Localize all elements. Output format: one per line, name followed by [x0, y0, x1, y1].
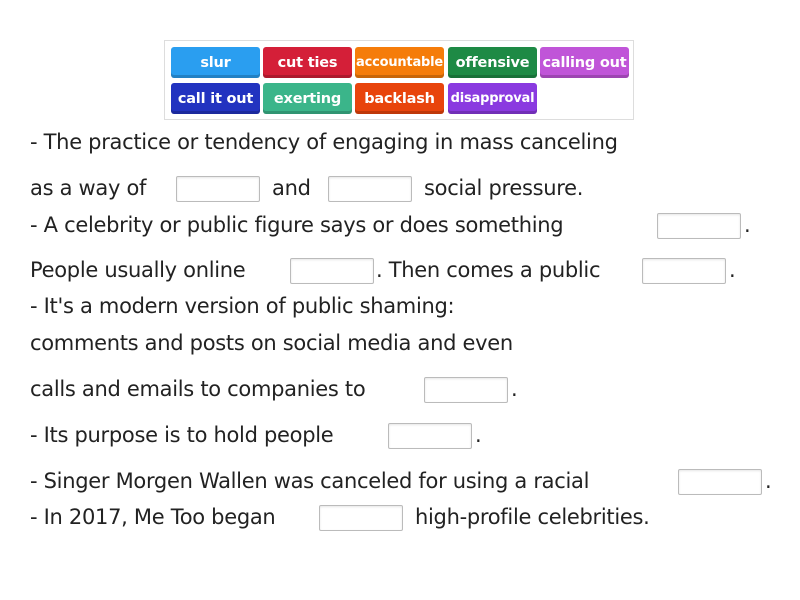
sentence-text: high-profile celebrities. — [415, 505, 650, 529]
blank-drop-zone[interactable] — [678, 469, 762, 495]
sentence-text: comments and posts on social media and e… — [30, 331, 513, 355]
sentence-text: . — [511, 377, 518, 401]
blank-drop-zone[interactable] — [290, 258, 374, 284]
blank-drop-zone[interactable] — [319, 505, 403, 531]
sentence-text: calls and emails to companies to — [30, 377, 366, 401]
sentence-text: - It's a modern version of public shamin… — [30, 294, 455, 318]
sentence-text: . Then comes a public — [376, 258, 601, 282]
sentence-text: - Its purpose is to hold people — [30, 423, 334, 447]
word-tile-exerting[interactable]: exerting — [263, 83, 352, 114]
blank-drop-zone[interactable] — [388, 423, 472, 449]
sentence-text: - Singer Morgen Wallen was canceled for … — [30, 469, 590, 493]
sentence-text: as a way of — [30, 176, 147, 200]
sentence-text: - The practice or tendency of engaging i… — [30, 130, 618, 154]
word-tile-backlash[interactable]: backlash — [355, 83, 444, 114]
word-tile-accountable[interactable]: accountable — [355, 47, 444, 78]
word-bank: slur cut ties accountable offensive call… — [164, 40, 634, 120]
sentence-text: - A celebrity or public figure says or d… — [30, 213, 564, 237]
sentence-text: - In 2017, Me Too began — [30, 505, 276, 529]
word-tile-call-it-out[interactable]: call it out — [171, 83, 260, 114]
blank-drop-zone[interactable] — [176, 176, 260, 202]
sentence-text: . — [729, 258, 736, 282]
word-tile-cut-ties[interactable]: cut ties — [263, 47, 352, 78]
sentence-text: People usually online — [30, 258, 246, 282]
blank-drop-zone[interactable] — [328, 176, 412, 202]
word-tile-calling-out[interactable]: calling out — [540, 47, 629, 78]
sentence-text: . — [744, 213, 751, 237]
word-tile-slur[interactable]: slur — [171, 47, 260, 78]
blank-drop-zone[interactable] — [657, 213, 741, 239]
sentence-text: and — [272, 176, 311, 200]
sentence-text: social pressure. — [424, 176, 584, 200]
word-tile-offensive[interactable]: offensive — [448, 47, 537, 78]
blank-drop-zone[interactable] — [424, 377, 508, 403]
sentence-text: . — [475, 423, 482, 447]
sentence-text: . — [765, 469, 772, 493]
word-tile-disapproval[interactable]: disapproval — [448, 83, 537, 114]
blank-drop-zone[interactable] — [642, 258, 726, 284]
